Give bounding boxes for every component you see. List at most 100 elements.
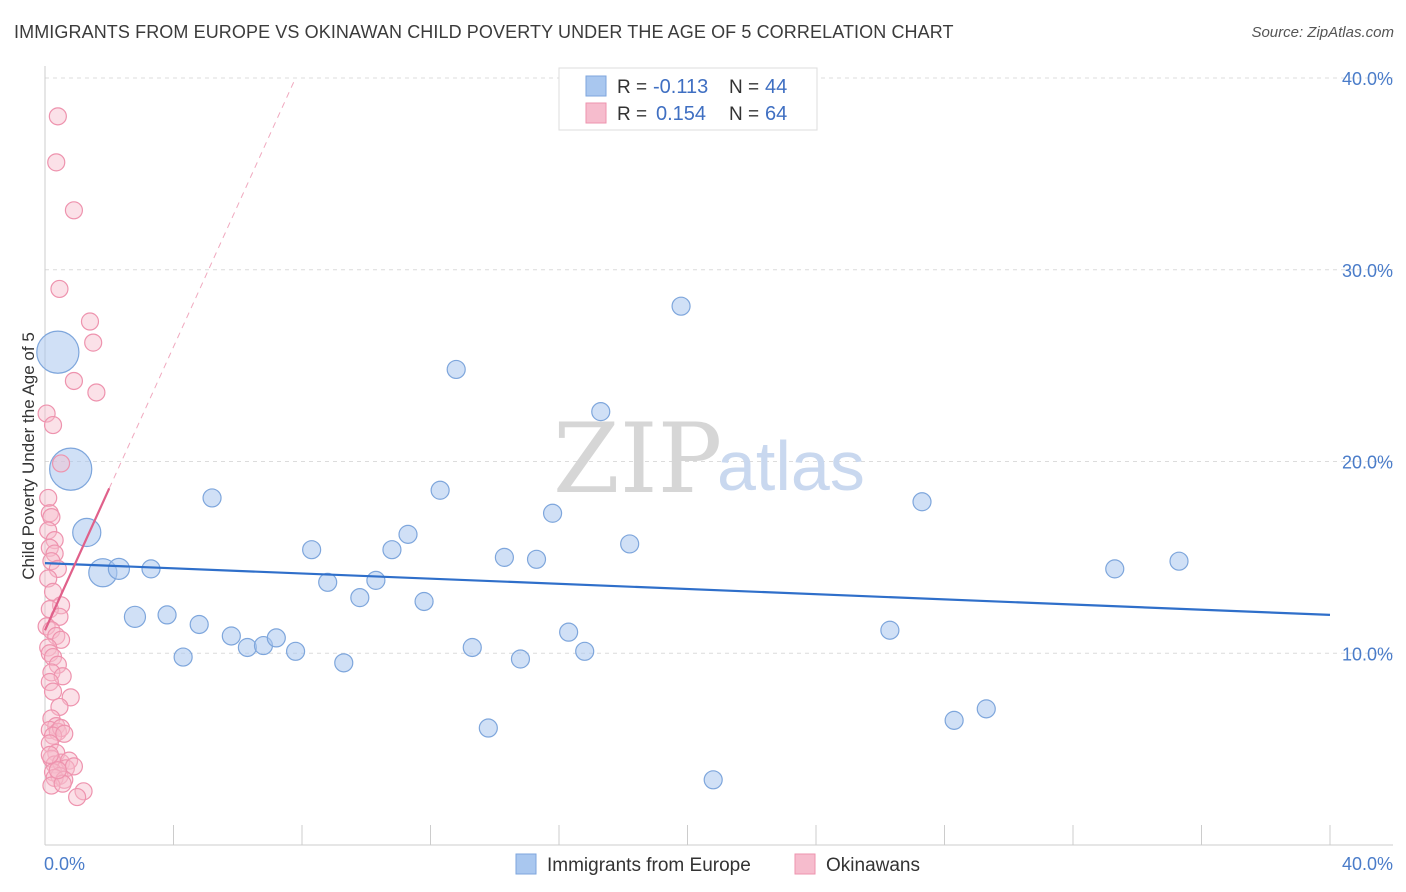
series-legend-swatch-pink [794,853,816,875]
point-europe-27 [478,718,498,738]
point-europe-30 [526,549,547,569]
point-okinawan-61 [68,787,87,807]
point-okinawan-3 [50,279,69,299]
point-europe-42 [1105,559,1125,579]
legend-n-value-blue: 44 [765,76,787,98]
point-europe-22 [398,524,418,544]
point-europe-20 [366,570,386,590]
point-europe-14 [266,628,286,648]
axes [44,66,1393,846]
point-europe-8 [173,647,193,667]
point-europe-24 [430,480,450,500]
chart-title: IMMIGRANTS FROM EUROPE VS OKINAWAN CHILD… [14,22,954,42]
point-okinawan-11 [39,488,58,508]
point-europe-25 [446,359,466,380]
point-europe-9 [189,614,209,635]
point-europe-17 [318,572,338,592]
point-okinawan-59 [53,774,72,793]
point-europe-35 [620,534,640,554]
point-europe-29 [510,649,531,669]
point-okinawan-6 [64,371,84,391]
legend-r-label-blue: R = [617,77,647,98]
point-okinawan-35 [40,672,59,692]
series-immigrants-from-europe [36,296,1189,790]
point-okinawan-58 [42,776,61,795]
point-okinawan-62 [48,761,67,780]
legend-r-label-pink: R = [617,104,647,125]
point-europe-18 [334,653,354,673]
legend-swatch-pink [585,102,607,124]
point-europe-21 [382,540,402,560]
trend-line-okinawan-extension [108,77,297,489]
gridlines [45,77,1393,654]
point-europe-41 [976,699,996,719]
trend-lines [43,77,1331,631]
legend-r-value-blue: -0.113 [653,76,708,98]
stats-legend: R = -0.113 N = 44 R = 0.154 N = 64 [558,67,818,131]
series-legend-label-blue: Immigrants from Europe [547,855,751,876]
point-okinawan-7 [87,383,106,402]
point-europe-7 [157,605,177,625]
series-okinawans [37,107,106,807]
point-europe-16 [302,540,322,560]
y-tick-label-20: 20.0% [1342,453,1393,473]
point-europe-10 [202,488,222,508]
point-europe-12 [237,637,257,658]
point-europe-26 [462,637,482,658]
point-europe-1 [49,447,93,491]
point-europe-40 [944,710,964,730]
point-europe-5 [141,559,161,579]
legend-n-label-blue: N = [729,77,759,98]
point-okinawan-9 [43,415,63,435]
point-europe-37 [703,770,723,790]
point-okinawan-13 [42,508,61,527]
point-okinawan-63 [40,745,59,764]
point-europe-6 [123,605,147,628]
point-europe-38 [880,620,900,640]
point-europe-43 [1169,551,1189,571]
point-okinawan-8 [37,404,56,423]
series-legend-label-pink: Okinawans [826,855,920,876]
watermark-zip: ZIP [553,403,722,515]
point-okinawan-16 [40,538,59,557]
point-okinawan-4 [80,312,100,331]
point-okinawan-10 [51,454,71,473]
point-okinawan-36 [43,682,63,701]
point-okinawan-1 [47,153,66,172]
point-europe-32 [559,622,579,642]
trend-line-okinawan [43,487,111,631]
legend-n-label-pink: N = [729,104,759,125]
trend-line-europe [44,562,1331,616]
point-okinawan-49 [45,755,64,774]
legend-r-value-pink: 0.154 [656,103,706,125]
point-europe-11 [221,626,241,646]
y-axis-title: Child Poverty Under the Age of 5 [19,332,38,580]
point-okinawan-5 [84,333,103,352]
y-tick-labels: 10.0% 20.0% 30.0% 40.0% [1342,69,1393,664]
x-tick-label-max: 40.0% [1342,854,1393,874]
point-okinawan-45 [55,724,74,743]
point-europe-2 [72,517,102,548]
point-europe-28 [494,547,514,567]
y-tick-label-40: 40.0% [1342,69,1393,89]
point-europe-4 [107,557,131,581]
watermark: ZIP atlas [553,403,865,515]
point-europe-33 [575,641,595,661]
series-legend-swatch-blue [515,853,537,875]
y-tick-label-10: 10.0% [1342,644,1393,664]
point-europe-0 [36,330,80,374]
point-europe-31 [542,503,563,523]
watermark-atlas: atlas [717,427,865,505]
point-europe-36 [671,296,691,316]
point-okinawan-2 [64,201,84,220]
legend-n-value-pink: 64 [765,103,787,125]
point-europe-39 [912,492,932,512]
point-europe-34 [591,402,611,422]
point-europe-19 [350,588,370,608]
series-legend: Immigrants from Europe Okinawans [515,853,920,876]
point-europe-23 [414,591,434,612]
point-okinawan-0 [48,107,67,126]
point-okinawan-20 [39,569,58,588]
legend-swatch-blue [585,75,607,97]
